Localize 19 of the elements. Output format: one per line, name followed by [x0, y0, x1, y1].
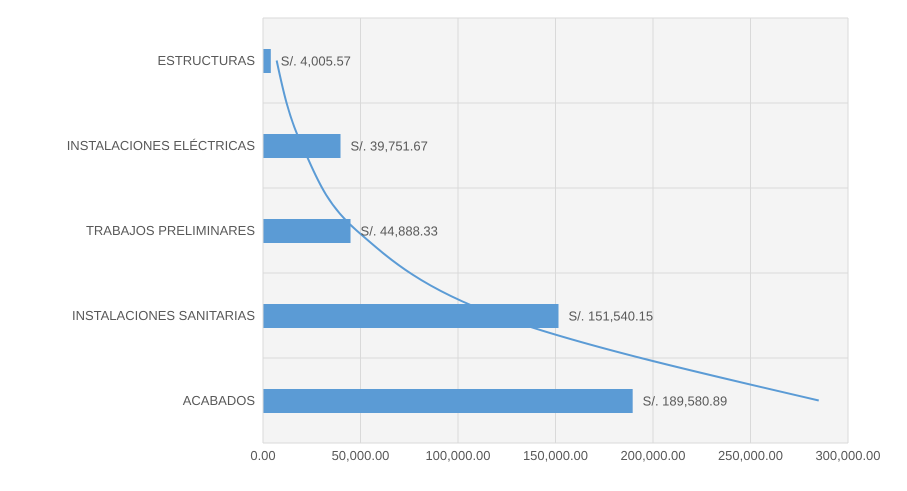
y-tick-label: INSTALACIONES SANITARIAS [72, 308, 256, 324]
y-tick-label: TRABAJOS PRELIMINARES [86, 223, 256, 238]
bar [263, 49, 271, 73]
x-tick-label: 200,000.00 [620, 448, 686, 464]
y-tick-label: ESTRUCTURAS [157, 53, 256, 68]
x-tick-label: 100,000.00 [425, 448, 491, 464]
data-label: S/. 151,540.15 [568, 308, 654, 324]
bar [263, 389, 633, 413]
x-tick-label: 300,000.00 [815, 448, 881, 464]
x-tick-label: 150,000.00 [522, 448, 588, 464]
data-label: S/. 44,888.33 [360, 224, 438, 239]
data-label: S/. 189,580.89 [642, 394, 728, 409]
y-tick-label: INSTALACIONES ELÉCTRICAS [66, 138, 256, 154]
data-label: S/. 4,005.57 [280, 54, 351, 69]
data-label: S/. 39,751.67 [350, 138, 428, 154]
y-tick-label: ACABADOS [182, 393, 256, 408]
x-tick-label: 50,000.00 [332, 448, 390, 464]
x-tick-label: 0.00 [250, 448, 276, 464]
x-tick-label: 250,000.00 [718, 448, 784, 464]
